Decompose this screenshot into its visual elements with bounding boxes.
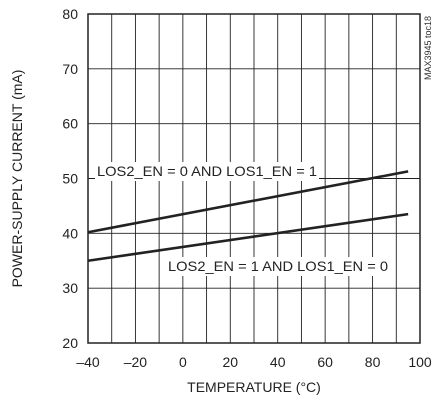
series-annotation: LOS2_EN = 0 AND LOS1_EN = 1 [97,163,317,179]
y-tick-label: 60 [62,116,78,132]
x-tick-label: 20 [222,354,238,370]
annotation-background [95,162,319,181]
x-axis-title: TEMPERATURE (°C) [187,379,321,395]
y-axis-title: POWER-SUPPLY CURRENT (mA) [9,70,25,288]
y-tick-label: 50 [62,171,78,187]
series-layer [87,170,409,263]
figure-code: MAX3945 toc18 [423,16,433,80]
y-tick-label: 20 [62,335,78,351]
x-tick-label: –20 [124,354,148,370]
x-tick-label: 40 [270,354,286,370]
x-tick-label: 100 [408,354,432,370]
y-tick-label: 80 [62,6,78,22]
annotations: LOS2_EN = 0 AND LOS1_EN = 1 LOS2_EN = 1 A… [95,162,390,276]
x-tick-label: 0 [179,354,187,370]
x-tick-label: 60 [317,354,333,370]
x-tick-label: –40 [76,354,100,370]
x-tick-labels: –40 –20 0 20 40 60 80 100 [76,354,432,370]
series-line-1 [87,170,409,234]
x-tick-label: 80 [365,354,381,370]
plot-frame [87,13,421,344]
grid [88,14,420,343]
y-tick-label: 70 [62,61,78,77]
y-tick-label: 30 [62,280,78,296]
y-tick-label: 40 [62,225,78,241]
y-tick-labels: 20 30 40 50 60 70 80 [62,6,78,351]
series-line-2 [87,212,409,263]
series-annotation: LOS2_EN = 1 AND LOS1_EN = 0 [168,258,388,274]
annotation-background [166,257,390,276]
